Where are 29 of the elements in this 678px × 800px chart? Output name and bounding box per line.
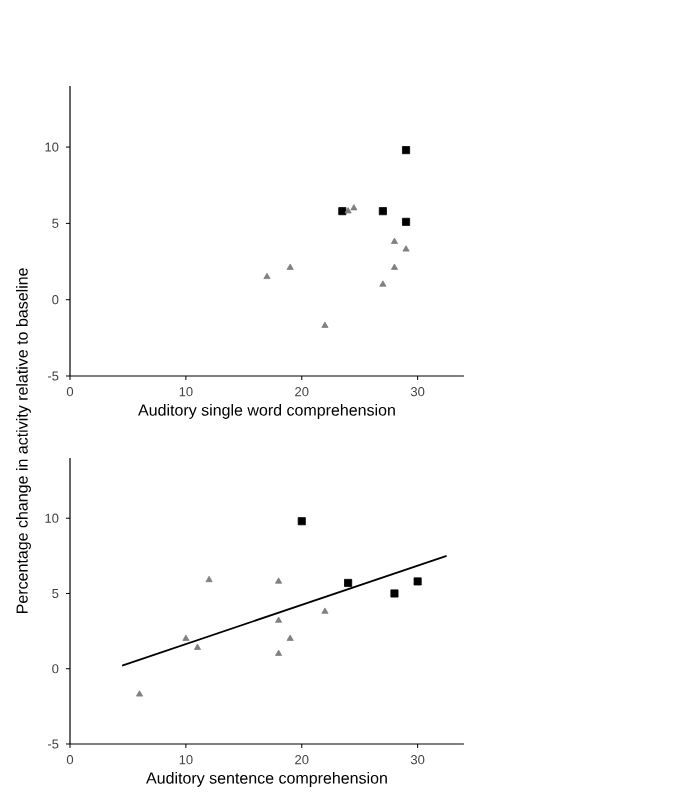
point — [321, 607, 329, 614]
point — [275, 649, 283, 656]
point — [182, 634, 190, 641]
point — [390, 237, 398, 244]
point — [321, 321, 329, 328]
point — [379, 280, 387, 287]
point — [402, 217, 411, 226]
point — [193, 643, 201, 650]
x-axis-title: Auditory sentence comprehension — [146, 771, 387, 787]
point — [136, 690, 144, 697]
point — [205, 575, 213, 583]
x-axis-title: Auditory single word comprehension — [138, 403, 395, 419]
point — [402, 146, 411, 155]
point — [286, 634, 294, 641]
point — [275, 577, 283, 584]
point — [402, 245, 410, 252]
point — [390, 263, 398, 270]
point — [297, 517, 306, 526]
point — [338, 207, 347, 216]
point — [378, 207, 387, 216]
point — [263, 272, 271, 279]
point — [286, 263, 294, 270]
point — [344, 207, 352, 214]
point — [344, 578, 353, 587]
point — [390, 589, 399, 598]
y-axis-title: Percentage change in activity relative to baseline — [16, 268, 31, 613]
point — [413, 577, 422, 586]
point — [350, 204, 358, 211]
point — [275, 616, 283, 623]
